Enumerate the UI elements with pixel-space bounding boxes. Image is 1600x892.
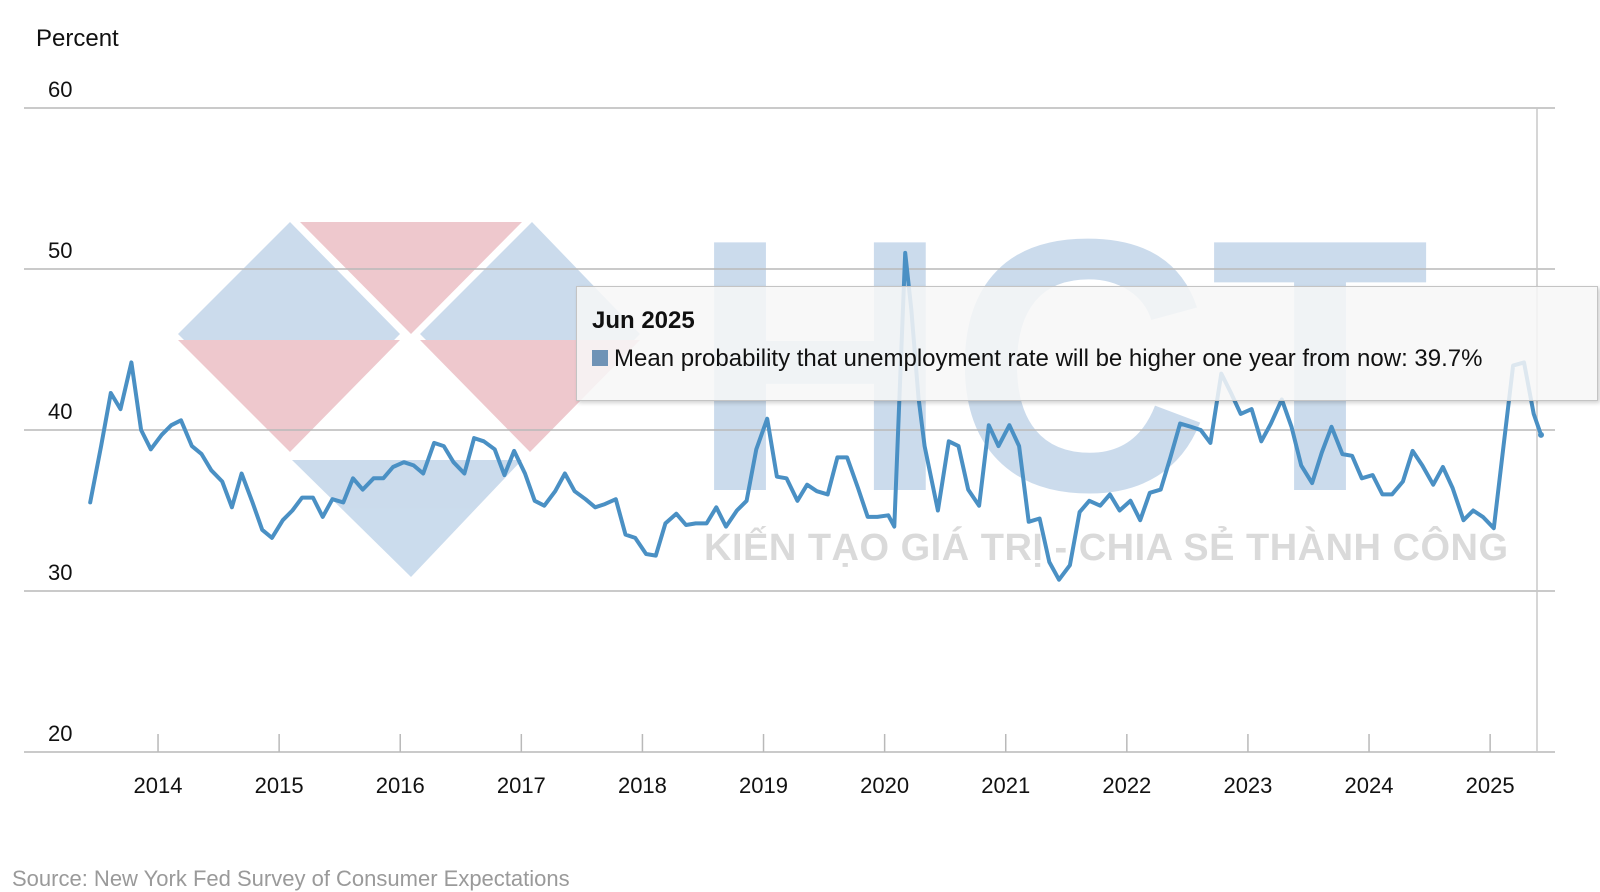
x-tick-label-2018: 2018 (618, 773, 667, 798)
x-tick-label-2016: 2016 (376, 773, 425, 798)
y-axis-title: Percent (36, 25, 119, 52)
tooltip-title: Jun 2025 (592, 307, 695, 334)
tooltip-text: Mean probability that unemployment rate … (614, 345, 1483, 372)
x-tick-label-2024: 2024 (1345, 773, 1394, 798)
x-tick-label-2015: 2015 (255, 773, 304, 798)
tooltip-series-swatch (592, 349, 608, 366)
watermark-triangle-bottom (292, 460, 522, 577)
x-tick-label-2023: 2023 (1223, 773, 1272, 798)
y-tick-labels: 60 50 40 30 20 (48, 77, 72, 746)
y-tick-label-40: 40 (48, 399, 72, 424)
x-tick-label-2014: 2014 (134, 773, 183, 798)
x-tick-label-2022: 2022 (1102, 773, 1151, 798)
x-tick-label-2025: 2025 (1466, 773, 1515, 798)
series-layer (88, 250, 1544, 582)
y-tick-label-30: 30 (48, 560, 72, 585)
x-tick-label-2021: 2021 (981, 773, 1030, 798)
x-tick-label-2020: 2020 (860, 773, 909, 798)
watermark-tagline: KIẾN TẠO GIÁ TRỊ - CHIA SẺ THÀNH CÔNG (704, 527, 1509, 569)
watermark-triangle-top (300, 222, 522, 334)
x-tick-labels: 2014 2015 2016 2017 2018 2019 2020 2021 2022 2023… (134, 734, 1515, 798)
watermark-triangle-left (178, 340, 400, 452)
x-tick-label-2019: 2019 (739, 773, 788, 798)
y-tick-label-20: 20 (48, 721, 72, 746)
x-tick-label-2017: 2017 (497, 773, 546, 798)
series-line-0 (88, 250, 1543, 582)
source-note: Source: New York Fed Survey of Consumer … (12, 866, 570, 891)
series-last-point-0[interactable] (1538, 431, 1544, 438)
tooltip-row: Mean probability that unemployment rate … (592, 345, 1482, 373)
tooltip: Jun 2025 Mean probability that unemploym… (576, 286, 1598, 401)
y-tick-label-60: 60 (48, 77, 72, 102)
y-tick-label-50: 50 (48, 238, 72, 263)
